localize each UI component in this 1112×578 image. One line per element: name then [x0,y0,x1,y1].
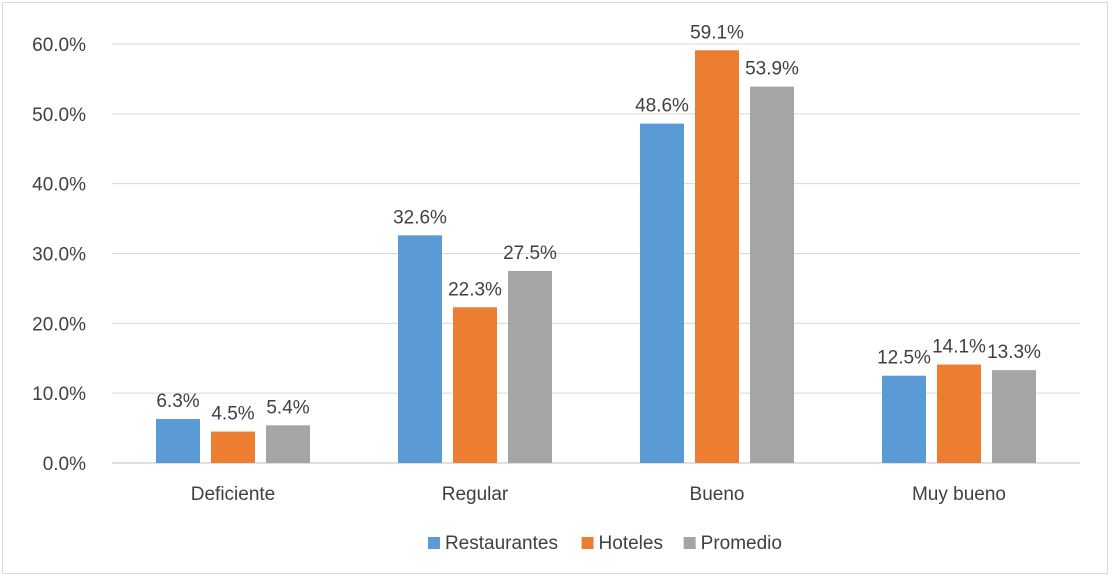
legend-label-restaurantes: Restaurantes [445,533,558,554]
data-label: 12.5% [877,348,931,369]
data-label: 13.3% [987,342,1041,363]
legend-swatch-hoteles [581,537,594,549]
category-label: Muy bueno [912,484,1006,505]
gridlines [112,43,1080,464]
y-tick-label: 30.0% [32,245,86,266]
bar-hoteles-regular [453,307,497,463]
category-label: Bueno [690,484,745,505]
data-labels: 6.3% 4.5% 5.4% 32.6% 22.3%27.5% 48.6% 59.1%53.… [156,22,1041,424]
bar-restaurantes-deficiente [156,419,200,463]
category-label: Regular [442,484,509,505]
data-label: 22.3% [448,279,502,300]
legend-label-promedio: Promedio [701,533,782,554]
y-tick-label: 10.0% [32,384,86,405]
x-axis-category-labels: Deficiente Regular Bueno Muy bueno [191,484,1006,505]
bar-promedio-regular [508,270,552,463]
legend-label-hoteles: Hoteles [599,533,663,554]
data-label: 53.9% [745,59,799,80]
bar-restaurantes-regular [398,235,442,463]
data-label: 4.5% [211,404,254,425]
legend-swatch-promedio [683,537,696,549]
data-label: 48.6% [635,96,689,117]
bar-hoteles-deficiente [211,431,255,463]
data-label: 59.1% [690,22,744,43]
bar-promedio-bueno [750,86,794,464]
bar-promedio-deficiente [266,425,310,463]
data-label: 5.4% [266,397,309,418]
y-tick-label: 20.0% [32,314,86,335]
bar-hoteles-muy-bueno [937,364,981,463]
bar-promedio-muy-bueno [992,370,1036,463]
legend-swatch-restaurantes [427,537,440,549]
category-label: Deficiente [191,484,276,505]
y-tick-label: 50.0% [32,105,86,126]
bar-restaurantes-muy-bueno [882,375,926,463]
y-tick-label: 40.0% [32,175,86,196]
bars [156,50,1036,464]
data-label: 27.5% [503,243,557,264]
legend: Restaurantes Hoteles Promedio [427,533,782,554]
y-tick-label: 60.0% [32,35,86,56]
bar-hoteles-bueno [695,50,739,463]
y-tick-label: 0.0% [43,454,86,475]
data-label: 32.6% [393,207,447,228]
bar-restaurantes-bueno [640,123,684,464]
y-axis-tick-labels: 0.0% 10.0% 20.0% 30.0% 40.0% 50.0% 60.0% [32,35,86,475]
data-label: 6.3% [156,391,199,412]
data-label: 14.1% [932,337,986,358]
